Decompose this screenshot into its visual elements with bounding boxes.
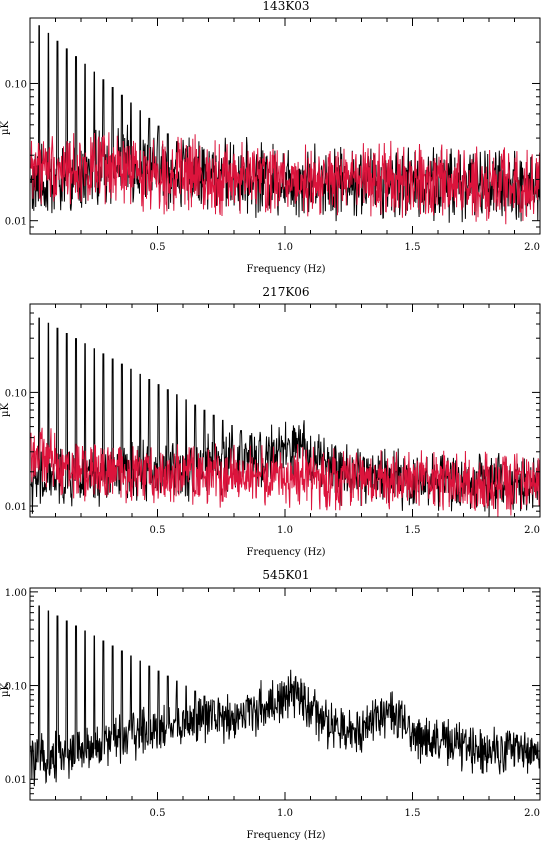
axes: 0.5 1.0 1.5 2.0 0.01 0.10 — [5, 17, 541, 253]
x-tick-label: 0.5 — [150, 525, 166, 536]
x-tick-label: 0.5 — [150, 808, 166, 819]
y-tick-label: 0.01 — [5, 502, 27, 513]
y-tick-label: 0.10 — [5, 79, 27, 90]
x-tick-label: 2.0 — [524, 525, 540, 536]
axes: 0.5 1.0 1.5 2.0 0.01 0.10 — [5, 303, 541, 536]
y-axis-label: µK — [0, 682, 11, 696]
x-tick-label: 1.0 — [277, 808, 293, 819]
x-tick-label: 1.5 — [405, 242, 421, 253]
x-tick-label: 1.5 — [405, 525, 421, 536]
y-axis-label: µK — [0, 402, 11, 416]
x-tick-label: 1.0 — [277, 242, 293, 253]
y-tick-label: 0.01 — [5, 217, 27, 228]
y-axis-label: µK — [0, 120, 11, 134]
plot-area — [30, 317, 540, 517]
x-tick-label: 2.0 — [524, 808, 540, 819]
chart-panel-217K06: 217K06 0.5 1.0 1.5 2.0 0.01 0.10 Frequency (H… — [0, 285, 541, 558]
x-tick-label: 0.5 — [150, 242, 166, 253]
x-axis-label: Frequency (Hz) — [246, 830, 325, 841]
chart-title: 217K06 — [262, 285, 309, 299]
y-tick-label: 1.00 — [5, 588, 27, 599]
series-line-1 — [30, 427, 540, 517]
plot-area — [30, 25, 540, 225]
plot-area — [30, 605, 540, 787]
x-axis-label: Frequency (Hz) — [246, 264, 325, 275]
chart-panel-545K01: 545K01 0.5 1.0 1.5 2.0 0.01 0.10 1.00 Frequenc… — [0, 568, 541, 841]
x-tick-label: 1.0 — [277, 525, 293, 536]
y-tick-label: 0.10 — [5, 388, 27, 399]
axes: 0.5 1.0 1.5 2.0 0.01 0.10 1.00 — [5, 587, 541, 819]
series-line-1 — [30, 132, 540, 225]
x-tick-label: 2.0 — [524, 242, 540, 253]
chart-panel-143K03: 143K03 0.5 1.0 1.5 2.0 0.01 0.10 Frequency (H… — [0, 0, 541, 275]
x-tick-label: 1.5 — [405, 808, 421, 819]
series-line-0 — [30, 605, 540, 787]
series-group — [30, 317, 540, 517]
x-axis-label: Frequency (Hz) — [246, 547, 325, 558]
chart-title: 143K03 — [262, 0, 309, 13]
series-group — [30, 25, 540, 225]
y-tick-label: 0.10 — [5, 682, 27, 693]
series-group — [30, 605, 540, 787]
y-tick-label: 0.01 — [5, 775, 27, 786]
chart-title: 545K01 — [262, 568, 309, 582]
